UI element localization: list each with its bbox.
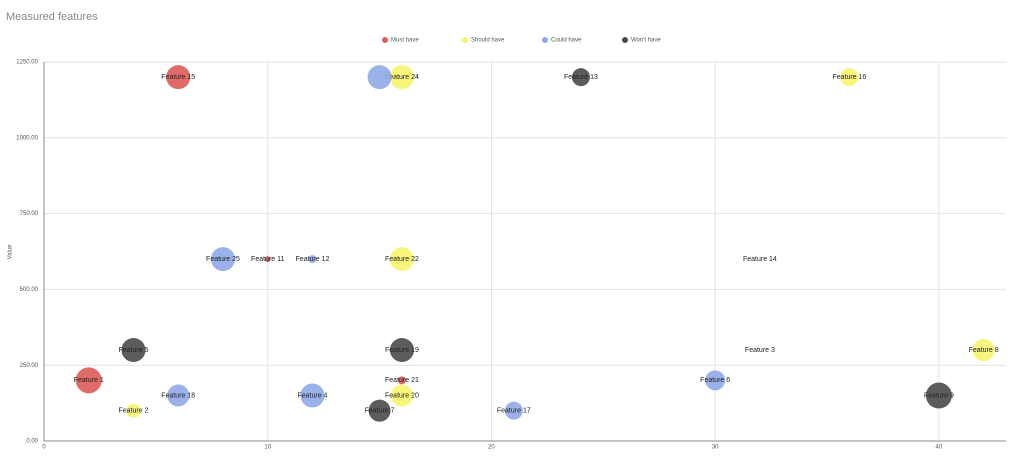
bubble — [367, 65, 392, 90]
bubble-label: Feature 21 — [385, 377, 419, 384]
x-tick-label: 40 — [936, 445, 943, 451]
bubble-label: Feature 20 — [385, 392, 419, 399]
bubble — [504, 401, 523, 420]
chart-title: Measured features — [6, 11, 98, 23]
bubble — [210, 247, 235, 272]
bubble-label: Feature 25 — [206, 256, 240, 263]
bubble — [368, 399, 391, 422]
bubble-label: Feature 17 — [497, 408, 531, 415]
bubble — [126, 403, 141, 418]
bubble — [389, 247, 414, 272]
x-tick-label: 20 — [488, 445, 495, 451]
bubble — [300, 383, 325, 408]
bubble — [121, 338, 146, 363]
bubble — [308, 255, 317, 264]
bubble — [705, 370, 726, 391]
y-tick-label: 1000.00 — [16, 135, 38, 141]
legend-swatch — [382, 37, 388, 43]
y-axis-label: Value — [8, 244, 14, 260]
legend-label: Should have — [471, 38, 505, 44]
bubble-label: Feature 11 — [251, 256, 284, 263]
y-tick-label: 500.00 — [20, 287, 39, 293]
bubble-label: Feature 16 — [832, 74, 866, 81]
bubble — [840, 68, 859, 87]
bubble — [167, 384, 190, 407]
bubble-label: Feature 7 — [365, 408, 395, 415]
y-tick-label: 0.00 — [26, 439, 38, 445]
bubble-label: Feature 13 — [564, 74, 598, 81]
bubble-label: Feature 14 — [743, 256, 777, 263]
bubble-label: Feature 15 — [161, 74, 195, 81]
bubble-label: Feature 8 — [969, 347, 999, 354]
legend-swatch — [542, 37, 548, 43]
bubble-label: Feature 3 — [745, 347, 775, 354]
legend-label: Won't have — [631, 38, 661, 44]
x-tick-label: 0 — [42, 445, 46, 451]
y-tick-label: 250.00 — [20, 363, 39, 369]
bubble-label: Feature 4 — [297, 392, 327, 399]
bubble-label: Feature 6 — [700, 377, 730, 384]
bubble — [166, 65, 191, 90]
y-tick-label: 1250.00 — [16, 60, 38, 66]
bubble-label: Feature 12 — [296, 256, 330, 263]
bubble — [264, 256, 271, 263]
bubble — [571, 68, 590, 87]
bubble-label: Feature 19 — [385, 347, 419, 354]
bubble-label: Feature 22 — [385, 256, 419, 263]
bubble — [397, 376, 406, 385]
bubble — [389, 65, 414, 90]
y-tick-label: 750.00 — [20, 211, 39, 217]
bubble-label: Feature 2 — [119, 408, 149, 415]
bubble — [972, 339, 995, 362]
x-tick-label: 10 — [264, 445, 271, 451]
legend-label: Must have — [391, 38, 419, 44]
bubble — [75, 367, 102, 394]
bubble-label: Feature 1 — [74, 377, 104, 384]
bubble-label: Feature 24 — [385, 74, 419, 81]
legend-swatch — [622, 37, 628, 43]
x-tick-label: 30 — [712, 445, 719, 451]
bubble — [925, 382, 952, 409]
bubble — [389, 338, 414, 363]
bubble-label: Feature 5 — [119, 347, 149, 354]
legend-label: Could have — [551, 38, 582, 44]
bubble-label: Feature 9 — [924, 392, 954, 399]
legend-swatch — [462, 37, 468, 43]
bubble — [390, 384, 413, 407]
bubble-label: Feature 18 — [161, 392, 195, 399]
